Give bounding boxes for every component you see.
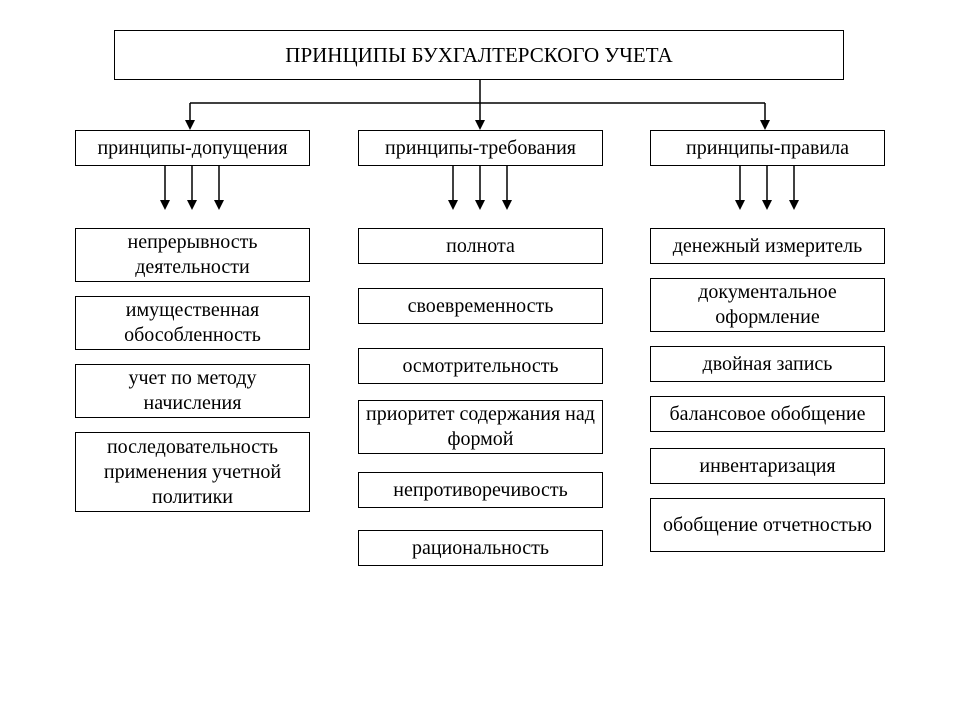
item-box: своевременность <box>358 288 603 324</box>
item-box: документальное оформление <box>650 278 885 332</box>
item-box: инвентаризация <box>650 448 885 484</box>
item-box: имущественная обособленность <box>75 296 310 350</box>
item-box: приоритет содержания над формой <box>358 400 603 454</box>
item-box: рациональность <box>358 530 603 566</box>
item-box: непрерывность деятельности <box>75 228 310 282</box>
root-box: ПРИНЦИПЫ БУХГАЛТЕРСКОГО УЧЕТА <box>114 30 844 80</box>
item-box: осмотрительность <box>358 348 603 384</box>
item-box: двойная запись <box>650 346 885 382</box>
category-rules: принципы-правила <box>650 130 885 166</box>
item-box: обобщение отчетностью <box>650 498 885 552</box>
category-requirements: принципы-требования <box>358 130 603 166</box>
item-box: непротиворечивость <box>358 472 603 508</box>
item-box: денежный измеритель <box>650 228 885 264</box>
item-box: балансовое обобщение <box>650 396 885 432</box>
item-box: полнота <box>358 228 603 264</box>
item-box: учет по методу начисления <box>75 364 310 418</box>
item-box: последовательность применения учетной по… <box>75 432 310 512</box>
category-assumptions: принципы-допущения <box>75 130 310 166</box>
